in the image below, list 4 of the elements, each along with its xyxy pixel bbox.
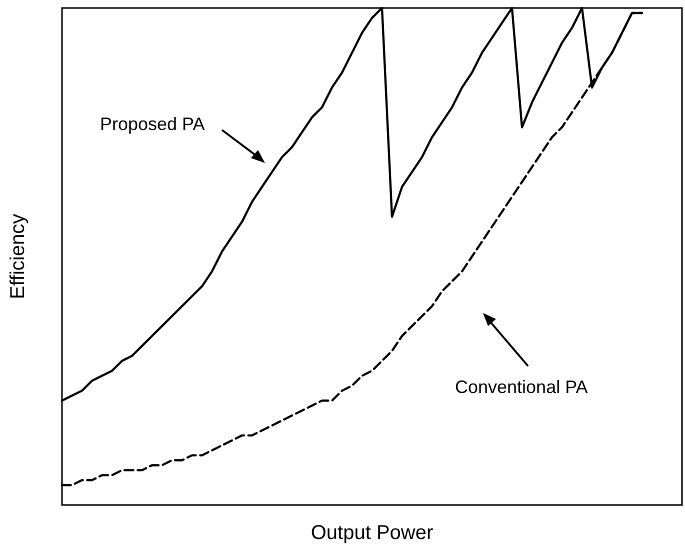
- y-axis-title: Efficiency: [7, 214, 29, 300]
- annotation: Proposed PA: [100, 114, 205, 134]
- annotation: Conventional PA: [455, 377, 588, 397]
- x-axis-title: Output Power: [310, 522, 434, 544]
